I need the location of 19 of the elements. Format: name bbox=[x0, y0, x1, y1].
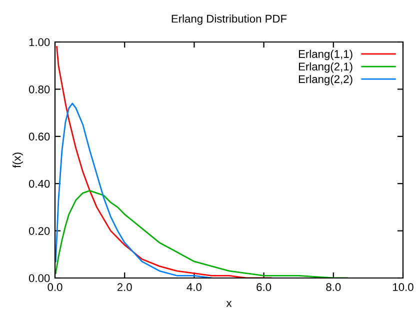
legend-label: Erlang(2,2) bbox=[298, 74, 352, 86]
x-tick-label: 0.0 bbox=[48, 283, 62, 292]
x-tick-label: 2.0 bbox=[117, 283, 132, 292]
legend-label: Erlang(2,1) bbox=[298, 62, 352, 73]
y-tick-label: 0.20 bbox=[28, 227, 50, 235]
x-axis-title: x bbox=[226, 300, 232, 307]
x-tick-label: 8.0 bbox=[326, 283, 341, 292]
y-tick-label: 0.80 bbox=[28, 85, 50, 94]
y-axis-title: f(x) bbox=[12, 152, 23, 168]
line-series bbox=[55, 102, 212, 278]
legend-label: Erlang(1,1) bbox=[298, 50, 352, 60]
y-tick-label: 0.40 bbox=[28, 180, 50, 188]
y-tick-label: 0.60 bbox=[28, 132, 50, 141]
x-tick-label: 4.0 bbox=[186, 283, 202, 292]
chart-title: Erlang Distribution PDF bbox=[172, 14, 287, 25]
x-tick-label: 10.0 bbox=[393, 283, 414, 292]
y-tick-label: 1.00 bbox=[29, 38, 50, 46]
x-tick-label: 6.0 bbox=[256, 283, 272, 292]
y-tick-label: 0.00 bbox=[28, 274, 50, 282]
